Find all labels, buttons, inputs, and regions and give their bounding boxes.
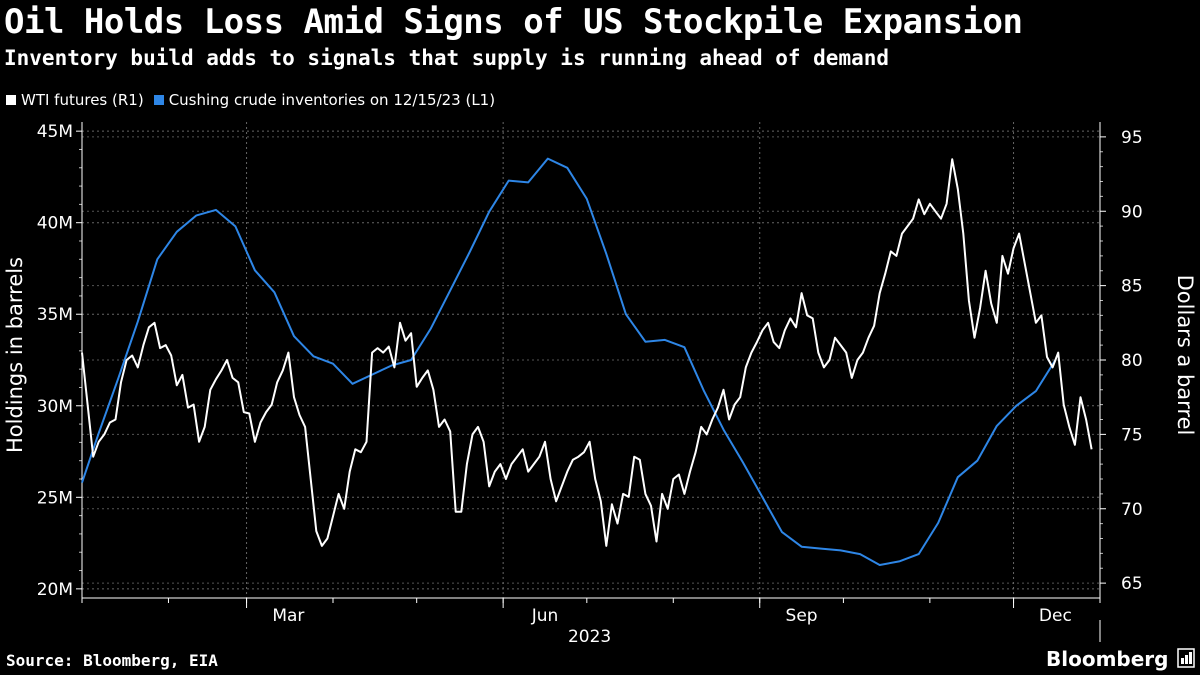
brand-logo: Bloomberg (1046, 647, 1169, 671)
right-tick-label: 75 (1121, 425, 1143, 445)
right-tick-label: 90 (1121, 202, 1143, 222)
cushing-inventories-line (81, 157, 1057, 566)
x-tick-label: Sep (786, 606, 818, 626)
legend-swatch-wti (6, 95, 16, 105)
left-tick-label: 35M (37, 305, 73, 325)
chart-subtitle: Inventory build adds to signals that sup… (4, 46, 890, 70)
legend-item-wti: WTI futures (R1) (6, 91, 144, 109)
chart-title: Oil Holds Loss Amid Signs of US Stockpil… (4, 2, 1023, 42)
left-tick-label: 40M (37, 214, 73, 234)
right-tick-label: 70 (1121, 500, 1143, 520)
left-tick-label: 20M (37, 580, 73, 600)
left-tick-label: 45M (37, 122, 73, 142)
series-layer (81, 157, 1093, 566)
x-year-label: 2023 (568, 627, 611, 647)
right-tick-label: 95 (1121, 128, 1143, 148)
legend-swatch-cushing (153, 95, 164, 105)
grid (82, 122, 1100, 598)
legend: WTI futures (R1) Cushing crude inventori… (6, 91, 495, 109)
bloomberg-terminal-icon (1177, 648, 1195, 668)
right-tick-label: 65 (1121, 574, 1143, 594)
x-tick-label: Mar (272, 606, 304, 626)
x-tick-label: Jun (531, 606, 559, 626)
left-axis-title: Holdings in barrels (3, 257, 27, 453)
axes: 20M 25M 30M 35M 40M 45M 65 70 75 80 85 90 95 Mar Jun Se… (3, 122, 1197, 647)
left-tick-label: 30M (37, 397, 73, 417)
right-axis-title: Dollars a barrel (1173, 275, 1197, 436)
source-note: Source: Bloomberg, EIA (6, 651, 218, 670)
legend-label-wti: WTI futures (R1) (21, 91, 144, 109)
x-tick-label: Dec (1039, 606, 1072, 626)
right-tick-label: 85 (1121, 277, 1143, 297)
legend-item-cushing: Cushing crude inventories on 12/15/23 (L… (153, 91, 496, 109)
right-tick-label: 80 (1121, 351, 1143, 371)
wti-futures-line (81, 158, 1093, 547)
legend-label-cushing: Cushing crude inventories on 12/15/23 (L… (168, 91, 496, 109)
left-tick-label: 25M (37, 488, 73, 508)
